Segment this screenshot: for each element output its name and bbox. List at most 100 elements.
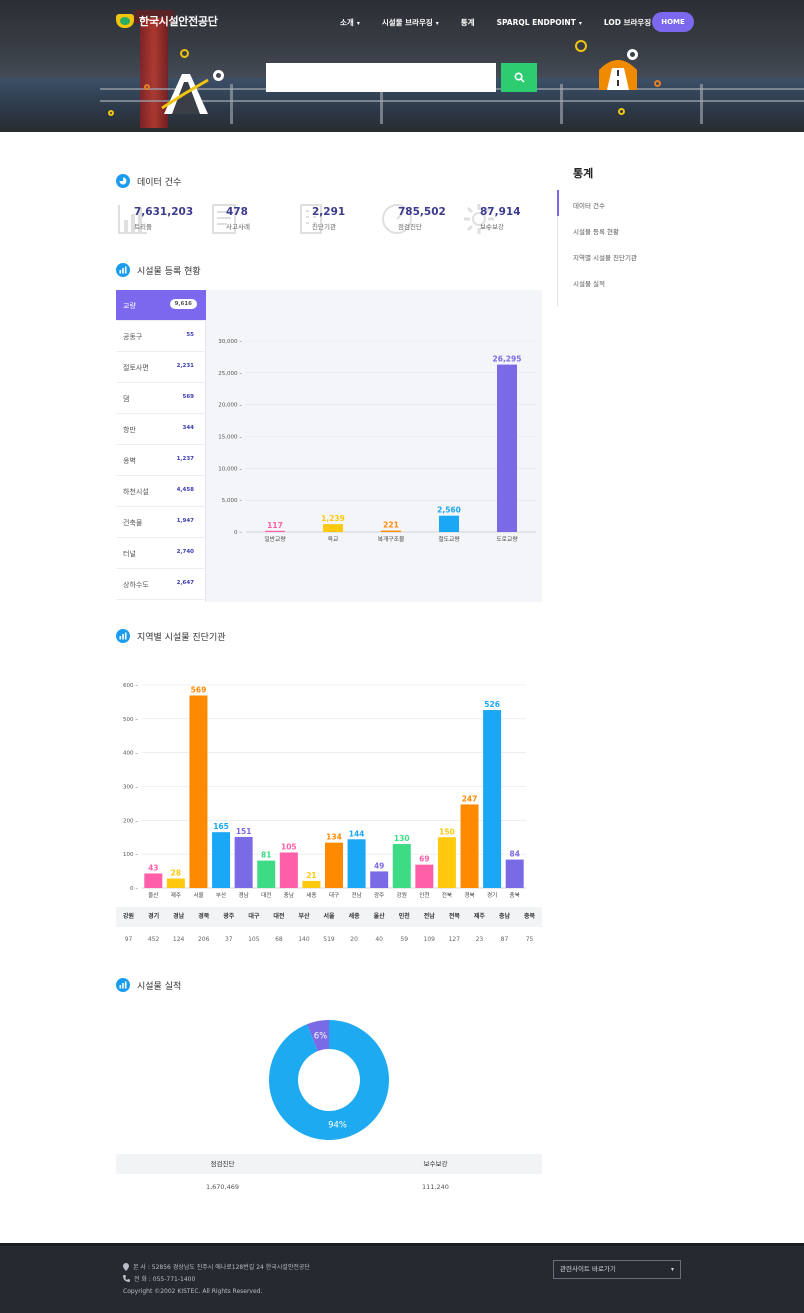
chevron-down-icon: ▾ xyxy=(435,19,439,27)
facility-list-item[interactable]: 절토사면 2,231 xyxy=(116,352,206,383)
gear-icon xyxy=(464,204,494,234)
facility-list-item[interactable]: 하천시설 4,458 xyxy=(116,476,206,507)
facility-count: 2,231 xyxy=(176,363,194,369)
facility-list: 교량 9,616 공동구 55 절토사면 2,231 댐 569 항만 344 옹벽 1,237 하천시… xyxy=(116,290,206,602)
sidebar-item-region[interactable]: 지역별 시설물 진단기관 xyxy=(573,254,637,262)
document-icon xyxy=(212,204,236,234)
facility-label: 건축물 xyxy=(123,519,143,527)
nav-item-facility-browsing[interactable]: 시설물 브라우징 ▾ xyxy=(382,17,439,28)
facility-panel: 교량 9,616 공동구 55 절토사면 2,231 댐 569 항만 344 옹벽 1,237 하천시… xyxy=(116,290,542,602)
lighthouse xyxy=(140,18,168,128)
data-label: 526 xyxy=(484,700,500,709)
facility-list-item[interactable]: 터널 2,740 xyxy=(116,538,206,569)
table-header-cell: 전북 xyxy=(448,913,460,920)
facility-list-item[interactable]: 공동구 55 xyxy=(116,321,206,352)
bar xyxy=(212,832,231,888)
region-table: 강원 경기 경남 경북 광주 대구 대전 부산 서울 세종 울산 인천 전남 전북 제주 충남 충북 97 452… xyxy=(116,907,542,953)
facility-list-item[interactable]: 교량 9,616 xyxy=(116,290,206,321)
nav-item-sparql[interactable]: SPARQL ENDPOINT ▾ xyxy=(497,18,582,27)
gauge-icon xyxy=(382,204,412,234)
donut-slice xyxy=(306,1020,329,1052)
stat-label: 보수보강 xyxy=(480,223,504,231)
data-label: 247 xyxy=(462,794,478,803)
x-tick-label: 제주 xyxy=(171,891,181,899)
y-tick-label: 400 – xyxy=(123,751,138,757)
facility-list-item[interactable]: 건축물 1,947 xyxy=(116,507,206,538)
table-header-cell: 대구 xyxy=(248,913,260,920)
table-cell: 124 xyxy=(172,936,185,943)
y-tick-label: 0 – xyxy=(234,530,242,536)
x-tick-label: 인천 xyxy=(419,891,429,899)
facility-list-item[interactable]: 항만 344 xyxy=(116,414,206,445)
table-cell: 87 xyxy=(500,936,509,943)
tunnel-icon xyxy=(599,60,637,90)
x-tick-label: 강원 xyxy=(397,891,407,899)
deco-circle xyxy=(180,49,189,58)
table-header-cell: 보수보강 xyxy=(423,1160,448,1168)
x-tick-label: 경남 xyxy=(238,891,248,899)
table-header-cell: 대전 xyxy=(273,913,285,920)
x-tick-label: 경북 xyxy=(464,892,474,899)
sidebar-active-indicator xyxy=(557,190,559,216)
x-tick-label: 광주 xyxy=(374,892,384,899)
caret-down-icon: ▾ xyxy=(670,1266,674,1273)
site-logo[interactable]: 한국시설안전공단 xyxy=(116,13,218,29)
bar-chart-icon xyxy=(116,263,130,277)
x-tick-label: 경기 xyxy=(487,891,497,899)
bar xyxy=(279,852,298,888)
table-cell: 111,240 xyxy=(422,1183,449,1191)
nav-item-lod-browsing[interactable]: LOD 브라우징 xyxy=(604,17,651,28)
data-label: 28 xyxy=(171,869,181,878)
sidebar-item-data-count[interactable]: 데이터 건수 xyxy=(573,202,605,210)
nav-item-intro[interactable]: 소개 ▾ xyxy=(340,17,360,28)
sidebar-item-facility[interactable]: 시설물 등록 현황 xyxy=(573,228,619,236)
facility-label: 교량 xyxy=(123,302,136,310)
table-cell: 109 xyxy=(423,936,435,943)
x-tick-label: 서울 xyxy=(193,891,203,899)
donut-label: 6% xyxy=(314,1031,328,1041)
footer-phone-text: 전 화 : 055-771-1400 xyxy=(134,1276,196,1283)
building-icon xyxy=(300,204,322,234)
sidebar-item-performance[interactable]: 시설물 실적 xyxy=(573,280,605,288)
y-tick-label: 15,000 – xyxy=(218,435,242,441)
facility-list-item[interactable]: 상하수도 2,647 xyxy=(116,569,206,600)
related-sites-select[interactable]: 관련사이트 바로가기 ▾ xyxy=(553,1260,681,1279)
data-label: 130 xyxy=(394,834,410,843)
y-tick-label: 200 – xyxy=(123,818,138,824)
section-performance: 시설물 실적 xyxy=(116,978,181,992)
y-tick-label: 10,000 – xyxy=(218,466,242,472)
home-button[interactable]: HOME xyxy=(652,12,694,32)
data-label: 221 xyxy=(383,521,399,530)
search-button[interactable] xyxy=(501,63,537,92)
data-label: 117 xyxy=(267,521,283,530)
search-input[interactable] xyxy=(266,63,496,92)
section-title: 데이터 건수 xyxy=(137,177,182,188)
region-bar-chart: 0 – 100 – 200 – 300 – 400 – 500 – 600 – 43 울산 28 제… xyxy=(123,683,526,899)
y-tick-label: 100 – xyxy=(123,852,138,858)
nav-item-label: LOD 브라우징 xyxy=(603,17,652,27)
railing-post xyxy=(230,84,233,124)
table-cell: 40 xyxy=(375,936,383,943)
facility-list-item[interactable]: 옹벽 1,237 xyxy=(116,445,206,476)
table-header-cell: 경기 xyxy=(148,913,160,920)
x-tick-label: 복개구조물 xyxy=(378,535,405,543)
table-cell: 1,670,469 xyxy=(205,1183,240,1191)
nav-item-label: 소개 xyxy=(340,17,354,27)
y-tick-label: 500 – xyxy=(123,717,138,723)
stat-value: 87,914 xyxy=(480,206,521,218)
stat-value: 785,502 xyxy=(398,206,446,218)
railing-post xyxy=(380,84,383,124)
stat-value: 2,291 xyxy=(312,206,346,218)
facility-count: 1,947 xyxy=(176,518,194,524)
stat-label: 트리플 xyxy=(134,223,152,231)
footer-phone: 전 화 : 055-771-1400 xyxy=(123,1274,195,1283)
facility-list-item[interactable]: 댐 569 xyxy=(116,383,206,414)
nav-item-statistics[interactable]: 통계 xyxy=(461,17,475,28)
facility-count: 2,740 xyxy=(176,549,194,555)
deco-circle xyxy=(654,80,661,87)
table-cell: 59 xyxy=(400,936,409,943)
data-label: 84 xyxy=(509,850,519,859)
table-header-cell: 광주 xyxy=(223,913,235,920)
y-tick-label: 600 – xyxy=(123,683,138,689)
bar xyxy=(437,837,456,888)
